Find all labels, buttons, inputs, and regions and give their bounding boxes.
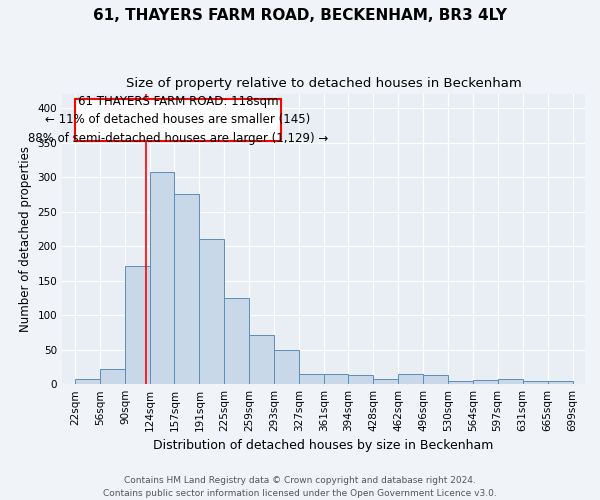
Bar	[224, 298, 249, 384]
Bar	[75, 380, 100, 384]
FancyBboxPatch shape	[75, 100, 281, 140]
Bar	[497, 380, 523, 384]
Bar	[274, 350, 299, 384]
Bar	[299, 374, 324, 384]
Bar	[150, 172, 175, 384]
Title: Size of property relative to detached houses in Beckenham: Size of property relative to detached ho…	[125, 78, 521, 90]
Bar	[349, 374, 373, 384]
Bar	[373, 378, 398, 384]
Bar	[548, 382, 572, 384]
Bar	[473, 380, 497, 384]
Bar	[424, 374, 448, 384]
Bar	[324, 374, 349, 384]
Text: 61, THAYERS FARM ROAD, BECKENHAM, BR3 4LY: 61, THAYERS FARM ROAD, BECKENHAM, BR3 4L…	[93, 8, 507, 22]
Bar	[175, 194, 199, 384]
Bar	[125, 266, 150, 384]
Text: Contains HM Land Registry data © Crown copyright and database right 2024.
Contai: Contains HM Land Registry data © Crown c…	[103, 476, 497, 498]
Bar	[398, 374, 424, 384]
Bar	[249, 334, 274, 384]
X-axis label: Distribution of detached houses by size in Beckenham: Distribution of detached houses by size …	[153, 440, 494, 452]
Y-axis label: Number of detached properties: Number of detached properties	[19, 146, 32, 332]
Bar	[448, 382, 473, 384]
Bar	[199, 240, 224, 384]
Bar	[100, 369, 125, 384]
Bar	[523, 382, 548, 384]
Text: 61 THAYERS FARM ROAD: 118sqm
← 11% of detached houses are smaller (145)
88% of s: 61 THAYERS FARM ROAD: 118sqm ← 11% of de…	[28, 95, 328, 145]
